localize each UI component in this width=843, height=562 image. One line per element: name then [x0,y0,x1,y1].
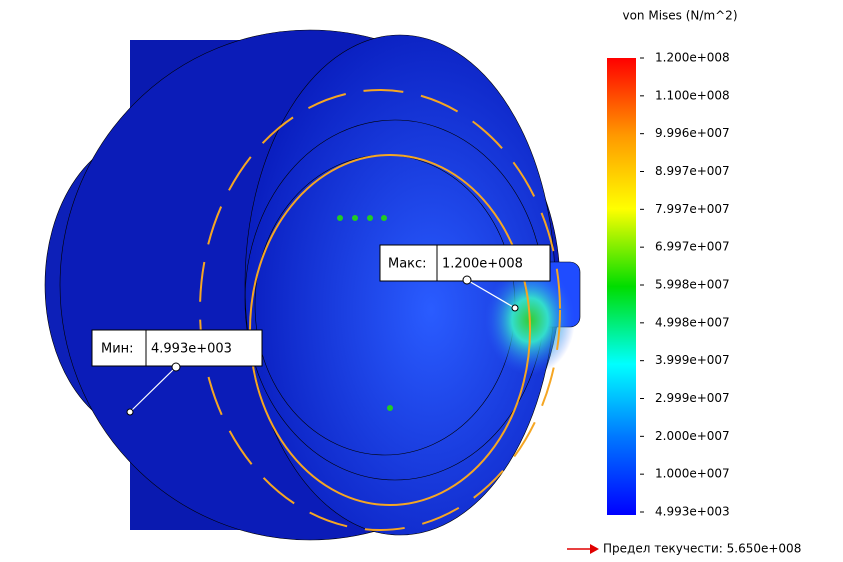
legend-label: 4.993e+003 [655,505,730,519]
yield-label: Предел текучести: 5.650e+008 [603,542,801,556]
legend-label: 2.999e+007 [655,391,730,405]
probe-label: Мин: [101,342,134,357]
legend-labels: 1.200e+008 1.100e+008 9.996e+007 8.997e+007… [640,51,730,519]
probe-value: 1.200e+008 [442,257,523,272]
legend-label: 6.997e+007 [655,240,730,254]
legend-label: 2.000e+007 [655,429,730,443]
simulation-view: Макс: 1.200e+008 Мин: 4.993e+003 von Mis… [0,0,843,562]
legend-label: 9.996e+007 [655,126,730,140]
probe-label: Макс: [388,257,427,272]
legend-label: 7.997e+007 [655,202,730,216]
legend-label: 8.997e+007 [655,164,730,178]
legend-label: 3.999e+007 [655,353,730,367]
legend-title: von Mises (N/m^2) [622,9,737,23]
legend-label: 1.100e+008 [655,88,730,102]
legend-label: 4.998e+007 [655,315,730,329]
legend-label: 1.200e+008 [655,51,730,65]
model [45,30,580,540]
legend-label: 5.998e+007 [655,278,730,292]
color-bar [607,58,636,515]
yield-arrow [590,544,599,554]
legend-label: 1.000e+007 [655,467,730,481]
probe-value: 4.993e+003 [151,342,232,357]
